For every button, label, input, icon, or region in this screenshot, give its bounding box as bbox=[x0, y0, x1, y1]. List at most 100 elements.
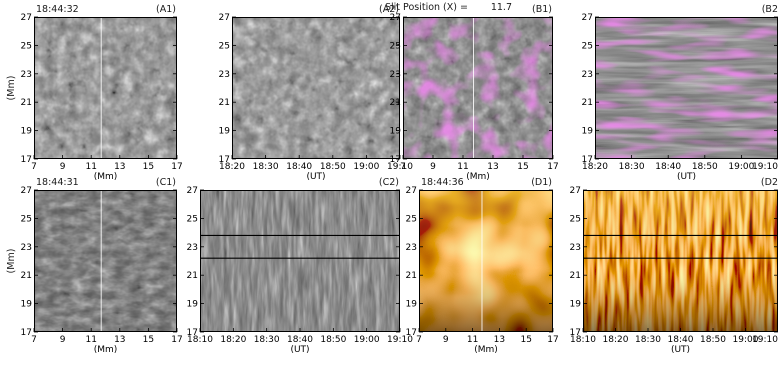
y-tick-label: 17 bbox=[390, 155, 401, 165]
panel-frame bbox=[34, 17, 177, 159]
y-tick-label: 21 bbox=[406, 271, 417, 281]
x-tick-label: 18:20 bbox=[603, 335, 629, 345]
y-tick-label: 21 bbox=[219, 98, 230, 108]
panel-label: (A2) bbox=[379, 4, 399, 15]
panel-image bbox=[595, 17, 778, 159]
x-tick-label: 18:30 bbox=[253, 162, 279, 172]
y-tick-label: 23 bbox=[570, 243, 581, 253]
x-tick-label: 18:10 bbox=[187, 335, 213, 345]
x-axis-unit: (Mm) bbox=[94, 345, 118, 355]
y-tick-label: 21 bbox=[570, 271, 581, 281]
x-tick-label: 15 bbox=[143, 162, 154, 172]
x-tick-label: 11 bbox=[85, 335, 96, 345]
panel-image bbox=[34, 190, 177, 332]
y-tick-label: 25 bbox=[21, 214, 32, 224]
x-tick-label: 13 bbox=[494, 335, 505, 345]
y-tick-label: 23 bbox=[187, 243, 198, 253]
x-tick-label: 15 bbox=[517, 162, 528, 172]
y-tick-label: 25 bbox=[582, 41, 593, 51]
panel-d1: 17 19 21 23 25 27 7 9 11 13 15 17 (Mm) (D1) 18:44:36 bbox=[406, 177, 559, 355]
panel-c2: 17 19 21 23 25 27 18:10 18:20 18:30 18:40 18:50 19:… bbox=[187, 177, 414, 355]
y-tick-label: 21 bbox=[187, 271, 198, 281]
panel-b2: 17 19 21 23 25 27 18:20 18:30 18:40 18:50 19:0019:… bbox=[582, 4, 778, 182]
y-axis-unit: (Mm) bbox=[6, 249, 17, 274]
x-tick-label: 18:20 bbox=[220, 335, 246, 345]
x-tick-label: 18:40 bbox=[668, 335, 694, 345]
y-tick-label: 17 bbox=[570, 328, 581, 338]
y-tick-label: 25 bbox=[21, 41, 32, 51]
y-tick-label: 23 bbox=[390, 70, 401, 80]
y-tick-label: 25 bbox=[390, 41, 401, 51]
x-tick-label: 18:40 bbox=[655, 162, 681, 172]
y-tick-label: 17 bbox=[582, 155, 593, 165]
y-tick-label: 19 bbox=[187, 300, 199, 310]
y-tick-label: 27 bbox=[390, 13, 401, 23]
y-tick-label: 23 bbox=[21, 70, 32, 80]
x-tick-label: 18:20 bbox=[582, 162, 608, 172]
x-tick-label: 7 bbox=[400, 162, 406, 172]
x-tick-label: 18:50 bbox=[320, 335, 346, 345]
y-tick-label: 19 bbox=[570, 300, 582, 310]
slit-position-value: 11.7 bbox=[491, 2, 512, 13]
panel-frame bbox=[34, 190, 177, 332]
y-tick-label: 23 bbox=[582, 70, 593, 80]
panel-label: (C1) bbox=[156, 177, 176, 188]
panel-label: (A1) bbox=[156, 4, 176, 15]
panel-timestamp: 18:44:31 bbox=[36, 177, 79, 188]
y-tick-label: 23 bbox=[21, 243, 32, 253]
x-tick-label: 9 bbox=[60, 335, 66, 345]
x-tick-label: 18:30 bbox=[254, 335, 280, 345]
y-tick-label: 27 bbox=[187, 186, 198, 196]
x-tick-label: 18:50 bbox=[320, 162, 346, 172]
x-tick-label: 7 bbox=[31, 335, 37, 345]
y-tick-label: 23 bbox=[406, 243, 417, 253]
x-tick-label: 18:10 bbox=[570, 335, 596, 345]
x-tick-label: 17 bbox=[171, 335, 182, 345]
y-tick-label: 25 bbox=[187, 214, 198, 224]
y-tick-label: 19 bbox=[21, 300, 33, 310]
panel-timestamp: 18:44:36 bbox=[421, 177, 464, 188]
x-tick-label: 19:00 bbox=[728, 162, 754, 172]
y-tick-label: 17 bbox=[21, 328, 32, 338]
y-tick-label: 21 bbox=[582, 98, 593, 108]
x-tick-label: 13 bbox=[114, 162, 125, 172]
x-tick-label: 11 bbox=[85, 162, 96, 172]
y-tick-label: 27 bbox=[21, 13, 32, 23]
panel-a2: 17 19 21 23 25 27 18:20 18:30 18:40 18:50 19:00 19:… bbox=[219, 4, 414, 182]
x-tick-label: 18:40 bbox=[286, 162, 312, 172]
y-tick-label: 17 bbox=[187, 328, 198, 338]
x-tick-label: 13 bbox=[114, 335, 125, 345]
x-tick-label: 7 bbox=[31, 162, 37, 172]
x-tick-label: 7 bbox=[416, 335, 422, 345]
x-tick-label: 9 bbox=[60, 162, 66, 172]
y-tick-label: 27 bbox=[406, 186, 417, 196]
y-axis-unit: (Mm) bbox=[6, 76, 17, 101]
x-tick-label: 11 bbox=[457, 162, 468, 172]
x-axis-unit: (UT) bbox=[671, 345, 690, 355]
panel-frame bbox=[419, 190, 553, 332]
panel-label: (C2) bbox=[379, 177, 399, 188]
y-tick-label: 27 bbox=[219, 13, 230, 23]
panel-image bbox=[34, 17, 177, 159]
x-tick-label: 9 bbox=[430, 162, 436, 172]
panel-a1: 17 19 21 23 25 27 7 9 11 13 15 17 (Mm) (Mm) (A1) 18:44:… bbox=[6, 4, 183, 182]
y-tick-label: 17 bbox=[21, 155, 32, 165]
x-tick-label: 19:10 bbox=[387, 162, 413, 172]
panel-image bbox=[200, 190, 400, 332]
panel-image bbox=[419, 190, 553, 332]
x-tick-label: 11 bbox=[467, 335, 478, 345]
x-tick-label: 18:50 bbox=[700, 335, 726, 345]
x-axis-unit: (Mm) bbox=[466, 172, 490, 182]
x-tick-label: 18:40 bbox=[287, 335, 313, 345]
panel-image bbox=[583, 190, 778, 332]
x-tick-label: 19:00 bbox=[353, 162, 379, 172]
x-tick-label: 18:50 bbox=[692, 162, 718, 172]
panel-label: (B1) bbox=[532, 4, 552, 15]
y-tick-label: 21 bbox=[390, 98, 401, 108]
x-tick-label: 9 bbox=[443, 335, 449, 345]
y-tick-label: 27 bbox=[570, 186, 581, 196]
y-tick-label: 25 bbox=[406, 214, 417, 224]
y-tick-label: 19 bbox=[406, 300, 418, 310]
panel-image bbox=[403, 17, 553, 159]
y-tick-label: 23 bbox=[219, 70, 230, 80]
